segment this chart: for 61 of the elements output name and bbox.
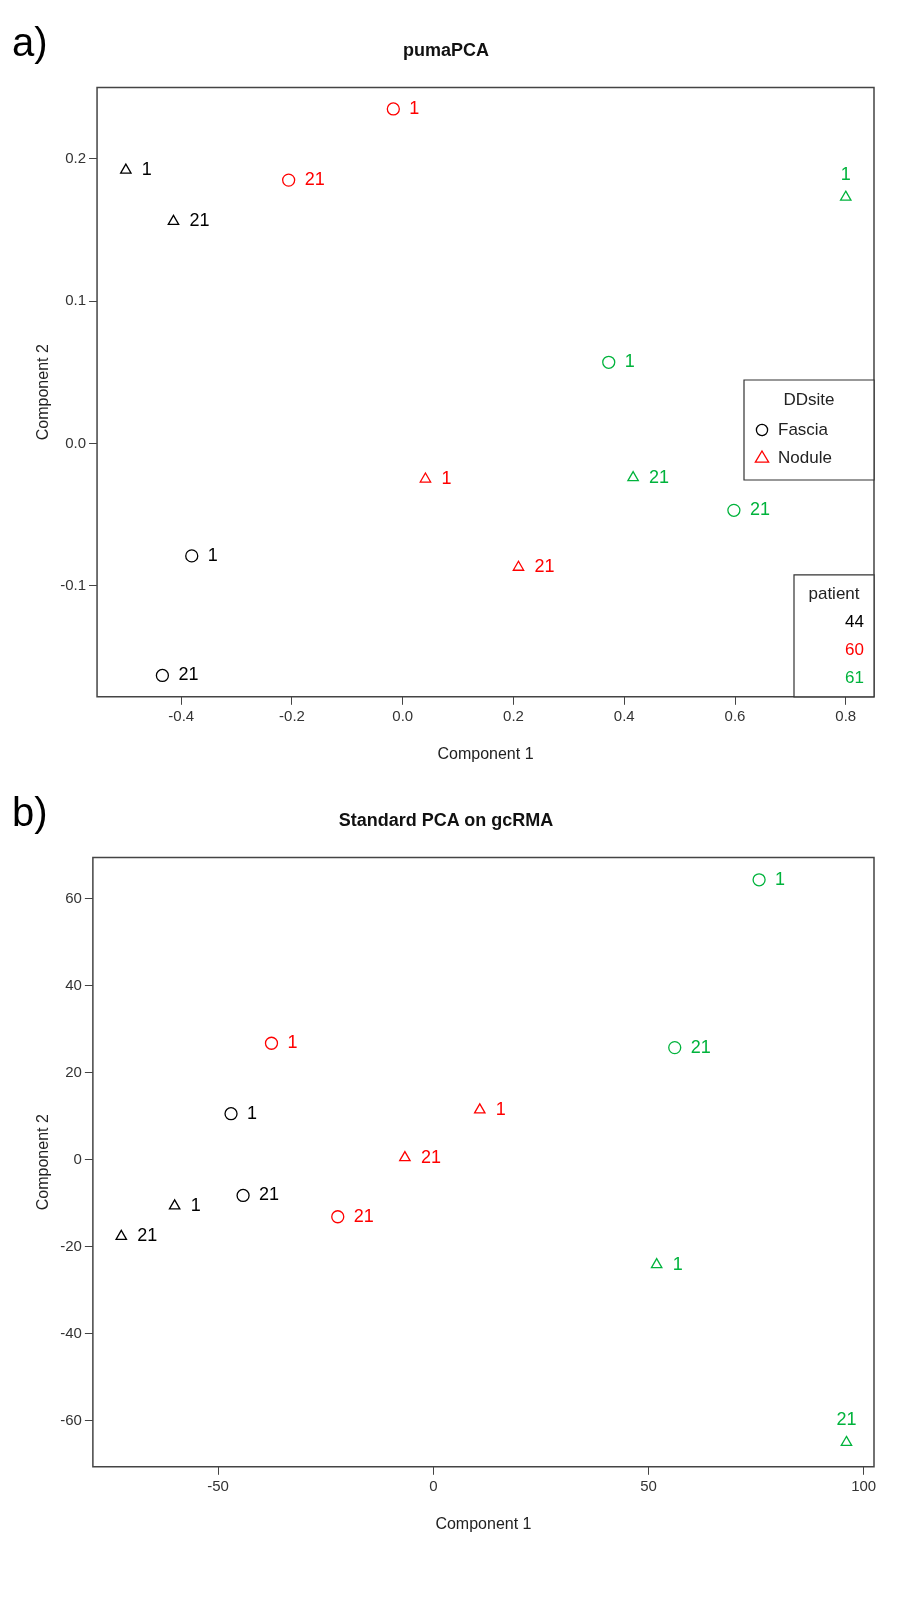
legend-label: Fascia bbox=[778, 419, 829, 439]
x-tick-label: 0.8 bbox=[835, 706, 857, 724]
y-axis-title: Component 2 bbox=[34, 1114, 52, 1211]
chart-title: pumaPCA bbox=[402, 39, 490, 60]
y-tick-label: 60 bbox=[65, 889, 82, 907]
x-tick-label: 0 bbox=[429, 1476, 438, 1494]
x-tick-label: 0.4 bbox=[613, 706, 635, 724]
annotation: 21 bbox=[178, 664, 199, 685]
text: b) bbox=[12, 790, 48, 834]
annotation: 21 bbox=[649, 466, 670, 487]
x-tick-label: -0.4 bbox=[168, 706, 195, 724]
annotation: 21 bbox=[749, 499, 770, 520]
annotation: 1 bbox=[441, 467, 452, 488]
chart-title: Standard PCA on gcRMA bbox=[338, 809, 554, 830]
x-tick-label: 100 bbox=[851, 1476, 877, 1494]
x-axis-title: Component 1 bbox=[435, 1514, 532, 1532]
legend-title: DDsite bbox=[783, 389, 835, 409]
annotation: 21 bbox=[353, 1205, 374, 1226]
annotation: 1 bbox=[190, 1194, 201, 1215]
x-axis-title: Component 1 bbox=[437, 744, 534, 762]
annotation: 44 bbox=[845, 612, 864, 632]
annotation: 21 bbox=[690, 1036, 711, 1057]
y-tick-label: 20 bbox=[65, 1062, 82, 1080]
y-axis-title: Component 2 bbox=[34, 344, 52, 441]
annotation: 1 bbox=[672, 1253, 683, 1274]
y-tick-label: 0 bbox=[73, 1149, 82, 1167]
annotation: 60 bbox=[845, 640, 864, 660]
y-tick-label: 40 bbox=[65, 976, 82, 994]
annotation: 21 bbox=[137, 1225, 158, 1246]
annotation: 1 bbox=[287, 1032, 298, 1053]
y-tick-label: -0.1 bbox=[60, 575, 87, 593]
x-tick-label: -50 bbox=[207, 1476, 229, 1494]
annotation: 1 bbox=[207, 544, 218, 565]
annotation: 21 bbox=[534, 556, 555, 577]
annotation: 21 bbox=[836, 1409, 857, 1430]
annotation: 1 bbox=[624, 351, 635, 372]
annotation: 21 bbox=[189, 210, 210, 231]
y-tick-label: -20 bbox=[60, 1236, 82, 1254]
y-tick-label: 0.2 bbox=[65, 148, 87, 166]
x-tick-label: -0.2 bbox=[279, 706, 305, 724]
legend-label: Nodule bbox=[778, 447, 832, 467]
annotation: patient bbox=[808, 584, 860, 604]
annotation: 1 bbox=[495, 1098, 506, 1119]
x-tick-label: 0.0 bbox=[392, 706, 414, 724]
annotation: 1 bbox=[247, 1102, 258, 1123]
x-tick-label: 50 bbox=[640, 1476, 657, 1494]
annotation: 21 bbox=[420, 1146, 441, 1167]
annotation: 1 bbox=[840, 164, 851, 185]
y-tick-label: 0.1 bbox=[65, 291, 87, 309]
y-tick-label: -60 bbox=[60, 1410, 82, 1428]
x-tick-label: 0.6 bbox=[724, 706, 746, 724]
x-tick-label: 0.2 bbox=[503, 706, 524, 724]
annotation: 1 bbox=[775, 868, 786, 889]
annotation: 1 bbox=[141, 159, 152, 180]
text: a) bbox=[12, 20, 48, 64]
annotation: 61 bbox=[845, 668, 864, 688]
y-tick-label: -40 bbox=[60, 1323, 82, 1341]
y-tick-label: 0.0 bbox=[65, 433, 87, 451]
annotation: 1 bbox=[409, 97, 420, 118]
annotation: 21 bbox=[259, 1184, 280, 1205]
annotation: 21 bbox=[304, 169, 325, 190]
